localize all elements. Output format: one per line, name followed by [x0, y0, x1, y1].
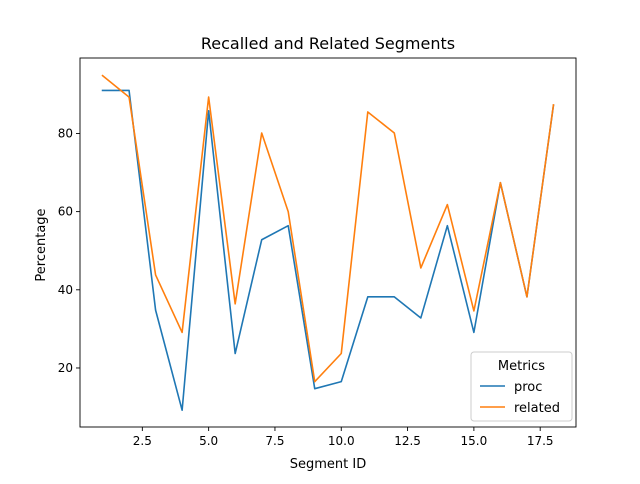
x-axis-label: Segment ID — [290, 457, 366, 472]
x-tick-label: 10.0 — [328, 434, 355, 448]
y-tick: 80 — [58, 126, 80, 140]
y-tick: 40 — [58, 283, 80, 297]
x-tick-label: 15.0 — [461, 434, 488, 448]
x-tick-label: 12.5 — [394, 434, 421, 448]
x-tick: 5.0 — [199, 427, 218, 448]
x-tick: 17.5 — [527, 427, 554, 448]
y-tick: 60 — [58, 205, 80, 219]
y-axis-label: Percentage — [34, 208, 49, 281]
x-tick: 15.0 — [461, 427, 488, 448]
x-tick: 10.0 — [328, 427, 355, 448]
y-tick-label: 20 — [58, 361, 73, 375]
x-tick-label: 2.5 — [133, 434, 152, 448]
legend-title: Metrics — [498, 359, 545, 374]
series-line-related — [101, 74, 555, 383]
y-axis-ticks: 20 40 60 80 — [58, 126, 80, 375]
plot-area — [79, 57, 577, 428]
y-tick: 20 — [58, 361, 80, 375]
x-axis-ticks: 2.5 5.0 7.5 10.0 12.5 15.0 17.5 — [133, 427, 554, 448]
plot-frame — [79, 57, 577, 428]
x-tick: 12.5 — [394, 427, 421, 448]
x-tick: 7.5 — [265, 427, 284, 448]
y-tick-label: 60 — [58, 205, 73, 219]
legend-box — [470, 351, 573, 422]
legend-items: proc related — [480, 380, 560, 416]
x-tick-label: 17.5 — [527, 434, 554, 448]
legend-item: related — [480, 401, 560, 416]
series-line-proc — [101, 89, 555, 411]
legend: Metrics proc related — [470, 351, 573, 422]
x-tick-label: 5.0 — [199, 434, 218, 448]
y-tick-label: 80 — [58, 126, 73, 140]
x-tick: 2.5 — [133, 427, 152, 448]
series-lines — [101, 74, 555, 411]
y-tick-label: 40 — [58, 283, 73, 297]
chart-title: Recalled and Related Segments — [201, 34, 455, 53]
x-tick-label: 7.5 — [265, 434, 284, 448]
legend-item: proc — [480, 380, 542, 395]
legend-label: related — [514, 401, 560, 416]
legend-label: proc — [514, 380, 542, 395]
